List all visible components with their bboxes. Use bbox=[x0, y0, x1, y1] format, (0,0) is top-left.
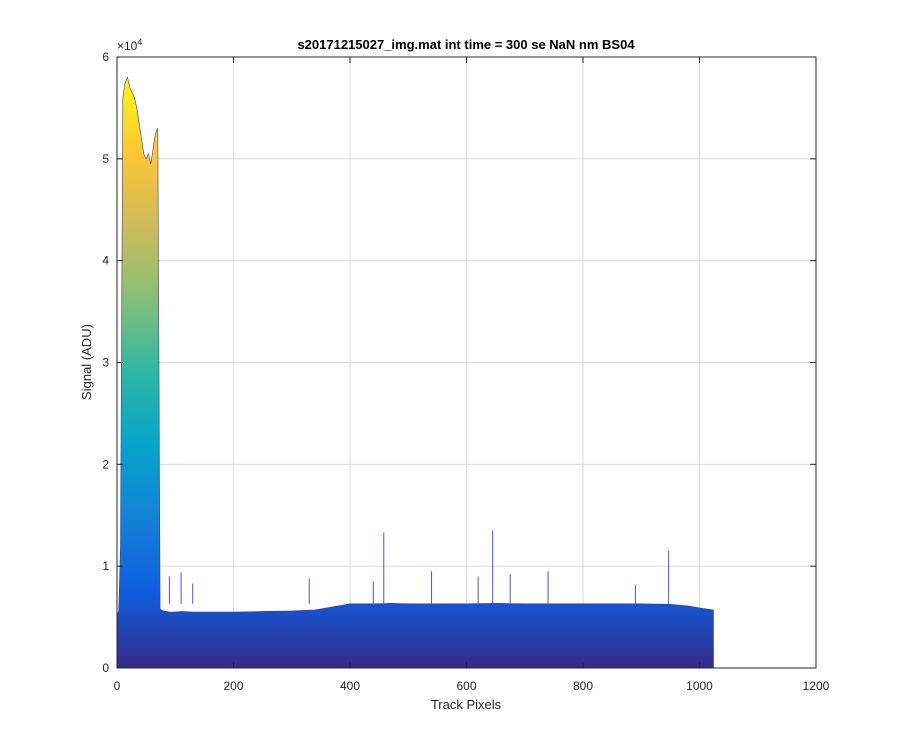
y-tick-label: 2 bbox=[102, 457, 109, 471]
data-layer bbox=[117, 76, 714, 668]
x-tick-label: 400 bbox=[340, 679, 360, 693]
x-axis-label: Track Pixels bbox=[431, 697, 502, 712]
x-tick-label: 600 bbox=[456, 679, 476, 693]
y-tick-label: 5 bbox=[102, 152, 109, 166]
x-tick-label: 800 bbox=[573, 679, 593, 693]
signal-area-series bbox=[117, 76, 714, 668]
x-tick-label: 0 bbox=[114, 679, 121, 693]
x-tick-label: 200 bbox=[223, 679, 243, 693]
x-tick-label: 1000 bbox=[686, 679, 713, 693]
x-tick-label: 1200 bbox=[803, 679, 830, 693]
y-tick-label: 1 bbox=[102, 559, 109, 573]
y-tick-label: 6 bbox=[102, 50, 109, 64]
axis-ticks bbox=[116, 56, 817, 669]
chart-title: s20171215027_img.mat int time = 300 se N… bbox=[297, 37, 635, 52]
y-exponent-label: ×104 bbox=[117, 37, 142, 53]
y-tick-label: 0 bbox=[102, 661, 109, 675]
y-tick-label: 4 bbox=[102, 254, 109, 268]
signal-spikes bbox=[168, 530, 670, 604]
y-axis-label: Signal (ADU) bbox=[79, 324, 94, 400]
tick-labels: 0 200 400 600 800 1000 1200 0 1 2 3 4 5 6 bbox=[102, 50, 829, 693]
grid bbox=[117, 57, 816, 668]
y-tick-label: 3 bbox=[102, 356, 109, 370]
